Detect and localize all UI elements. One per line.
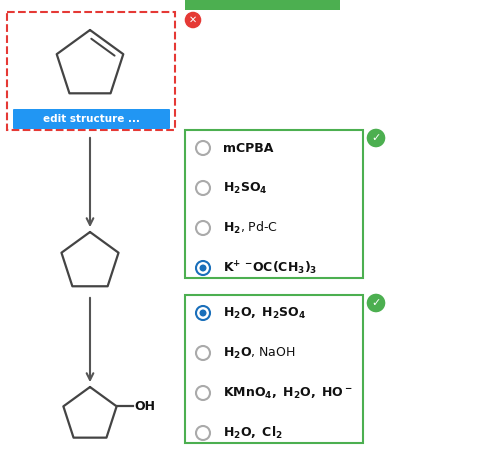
Text: $\mathbf{H_2O}$, NaOH: $\mathbf{H_2O}$, NaOH — [223, 345, 296, 360]
Text: $\mathbf{K^{+}\ ^{-}OC(CH_3)_3}$: $\mathbf{K^{+}\ ^{-}OC(CH_3)_3}$ — [223, 259, 317, 277]
Circle shape — [199, 265, 206, 272]
Circle shape — [196, 221, 210, 235]
Text: ✕: ✕ — [189, 15, 197, 25]
Circle shape — [196, 426, 210, 440]
Circle shape — [196, 306, 210, 320]
Bar — [185, 0, 340, 10]
Text: $\mathbf{H_2O,\ Cl_2}$: $\mathbf{H_2O,\ Cl_2}$ — [223, 425, 283, 441]
Circle shape — [196, 181, 210, 195]
Text: ✓: ✓ — [372, 298, 381, 308]
Circle shape — [366, 128, 386, 148]
Circle shape — [184, 11, 202, 29]
Bar — [185, 295, 363, 443]
Text: $\mathbf{H_2}$, Pd-C: $\mathbf{H_2}$, Pd-C — [223, 220, 278, 236]
Text: mCPBA: mCPBA — [223, 141, 273, 154]
Circle shape — [196, 346, 210, 360]
Text: $\mathbf{H_2O,\ H_2SO_4}$: $\mathbf{H_2O,\ H_2SO_4}$ — [223, 306, 307, 320]
Bar — [185, 130, 363, 278]
Text: OH: OH — [134, 400, 155, 413]
Text: edit structure ...: edit structure ... — [43, 114, 140, 124]
Circle shape — [196, 386, 210, 400]
Circle shape — [366, 293, 386, 313]
Text: $\mathbf{KMnO_4,\ H_2O,\ HO^-}$: $\mathbf{KMnO_4,\ H_2O,\ HO^-}$ — [223, 385, 353, 400]
FancyBboxPatch shape — [13, 109, 170, 129]
Circle shape — [196, 141, 210, 155]
Circle shape — [196, 261, 210, 275]
Text: ✓: ✓ — [372, 133, 381, 143]
Circle shape — [199, 310, 206, 317]
Bar — [7, 12, 175, 130]
Text: $\mathbf{H_2SO_4}$: $\mathbf{H_2SO_4}$ — [223, 180, 267, 196]
